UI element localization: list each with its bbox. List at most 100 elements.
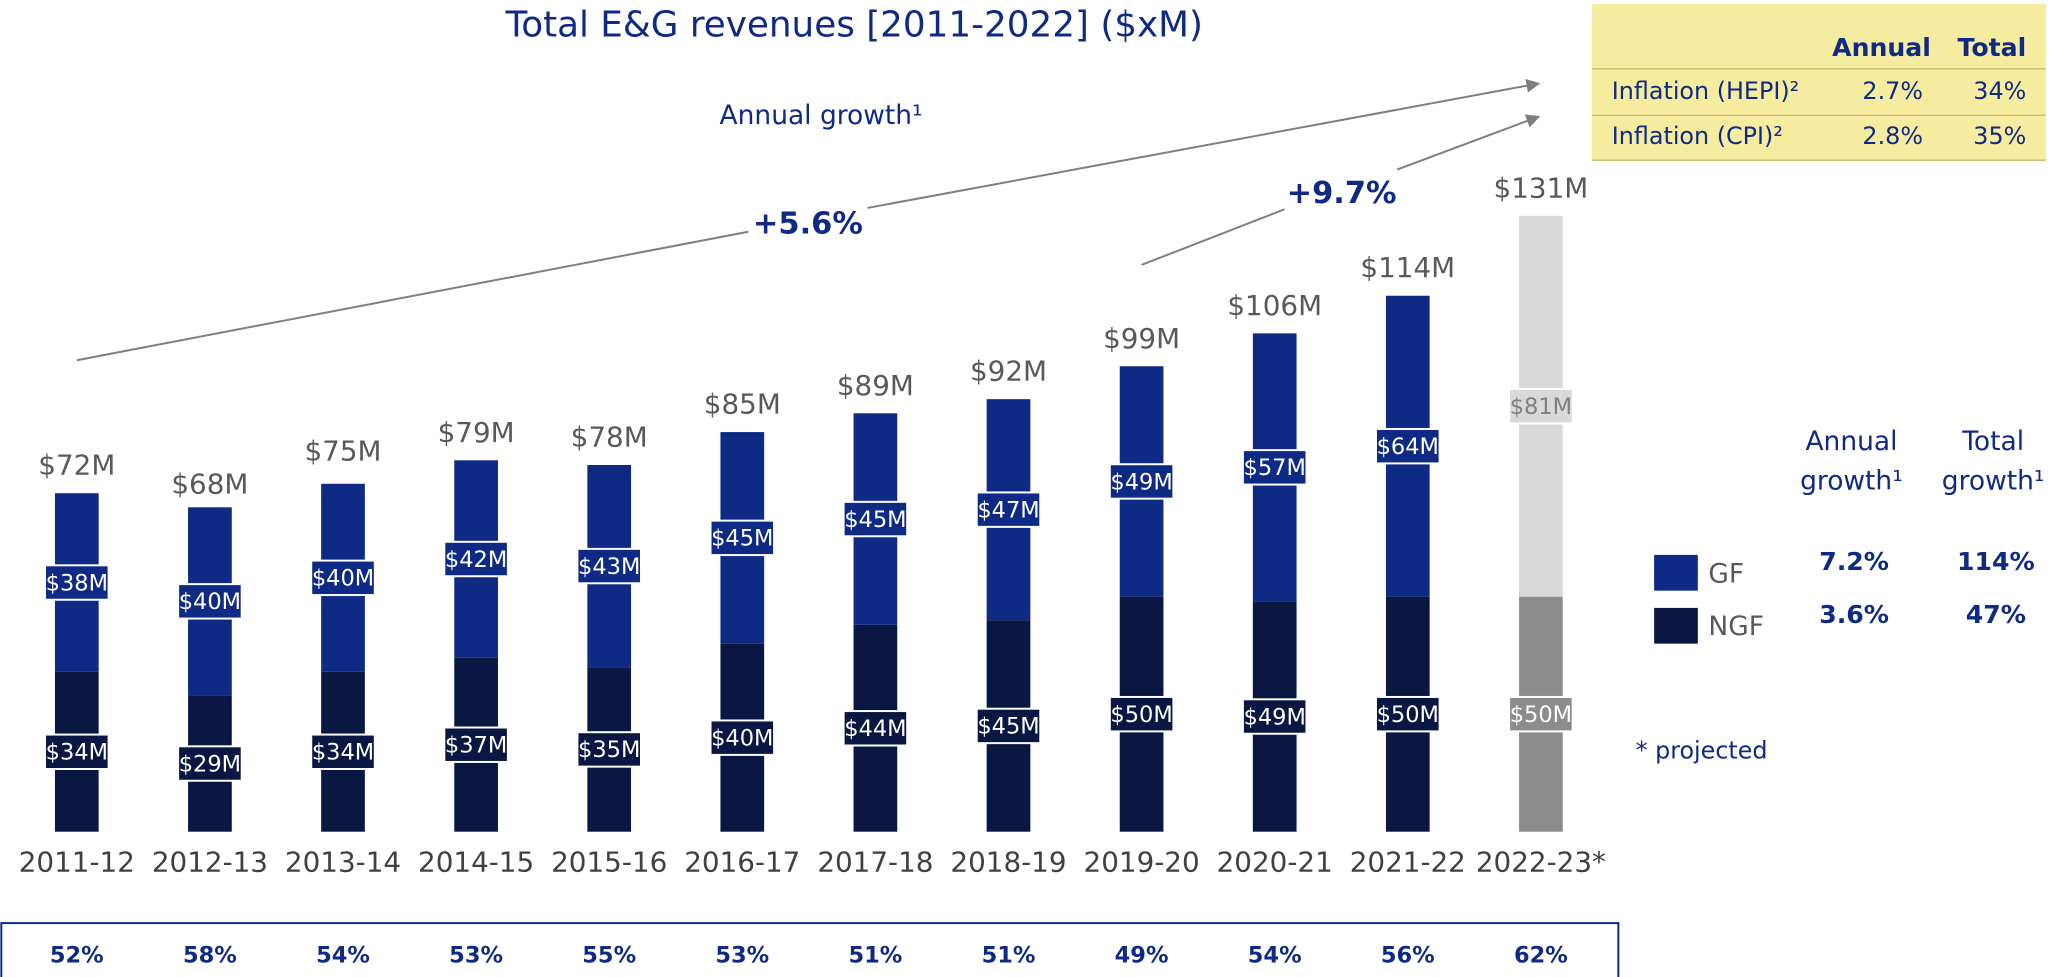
value-label-bg	[709, 519, 776, 557]
legend-swatch	[1654, 554, 1698, 591]
x-tick-label: 2011-12	[19, 845, 135, 878]
value-label-bg	[975, 491, 1042, 528]
value-label: $81M	[1510, 394, 1572, 420]
value-label-bg	[1108, 463, 1175, 500]
value-label-bg	[177, 583, 243, 620]
value-label: $47M	[977, 497, 1039, 523]
total-label: $92M	[970, 355, 1047, 388]
legend-value: 7.2%	[1819, 547, 1889, 576]
legend-value: 114%	[1957, 547, 2035, 576]
table-header: Total	[1958, 33, 2027, 62]
x-tick-label: 2014-15	[418, 845, 534, 878]
value-label: $35M	[578, 737, 640, 763]
value-label: $40M	[179, 589, 241, 615]
value-label-bg	[310, 559, 376, 597]
growth-short: +9.7%	[1287, 176, 1397, 211]
table-cell: 35%	[1973, 122, 2026, 150]
chart-title: Total E&G revenues [2011-2022] ($xM)	[504, 4, 1203, 45]
total-label: $106M	[1227, 289, 1322, 322]
x-tick-label: 2020-21	[1217, 845, 1333, 878]
growth-title: Annual growth¹	[720, 100, 923, 131]
value-label-bg	[1375, 695, 1441, 733]
share-label: 55%	[582, 943, 636, 969]
value-label-bg	[576, 547, 642, 585]
value-label-bg	[1241, 698, 1308, 735]
value-label-bg	[1375, 427, 1441, 465]
total-label: $79M	[438, 416, 515, 449]
total-label: $78M	[571, 421, 648, 454]
inflation-table-bg	[1591, 3, 2047, 161]
x-tick-label: 2015-16	[551, 845, 667, 878]
legend-value: 3.6%	[1819, 600, 1889, 629]
legend-header: Annual	[1805, 426, 1897, 457]
table-cell: Inflation (CPI)²	[1612, 122, 1783, 150]
value-label-bg	[1241, 449, 1308, 486]
total-label: $114M	[1360, 251, 1455, 284]
value-label: $38M	[46, 570, 108, 596]
total-label: $68M	[171, 468, 248, 501]
value-label: $45M	[977, 714, 1039, 740]
value-label: $45M	[711, 526, 773, 552]
x-tick-label: 2018-19	[950, 845, 1066, 878]
growth-arrow	[867, 78, 1541, 209]
legend-label: GF	[1708, 558, 1744, 589]
x-tick-label: 2017-18	[817, 845, 933, 878]
value-label-bg	[842, 500, 909, 538]
value-label: $40M	[312, 566, 374, 592]
value-label: $34M	[46, 740, 108, 766]
x-tick-label: 2013-14	[285, 845, 401, 878]
value-label: $50M	[1510, 702, 1572, 728]
legend-label: NGF	[1708, 611, 1764, 642]
share-label: 52%	[50, 943, 104, 969]
growth-long: +5.6%	[753, 207, 863, 242]
x-tick-label: 2016-17	[684, 845, 800, 878]
value-label-bg	[177, 745, 243, 782]
share-label: 62%	[1514, 943, 1568, 969]
total-label: $75M	[304, 435, 381, 468]
share-label: 49%	[1115, 943, 1169, 969]
table-cell: 2.8%	[1862, 122, 1923, 150]
x-tick-label: 2019-20	[1084, 845, 1200, 878]
share-label: 56%	[1381, 943, 1435, 969]
x-tick-label: 2012-13	[152, 845, 268, 878]
value-label: $34M	[312, 740, 374, 766]
total-label: $89M	[837, 369, 914, 402]
table-cell: 2.7%	[1862, 77, 1923, 105]
value-label: $50M	[1377, 702, 1439, 728]
value-label: $49M	[1244, 704, 1306, 730]
share-label: 53%	[449, 943, 503, 969]
legend-header: Total	[1961, 426, 2024, 457]
share-label: 58%	[183, 943, 237, 969]
table-cell: 34%	[1973, 77, 2026, 105]
value-label: $49M	[1110, 469, 1172, 495]
total-label: $99M	[1103, 322, 1180, 355]
legend-swatch	[1654, 607, 1698, 644]
total-label: $85M	[704, 388, 781, 421]
value-label-bg	[1508, 388, 1574, 425]
value-label: $57M	[1244, 455, 1306, 481]
value-label: $40M	[711, 726, 773, 752]
share-label: 51%	[848, 943, 902, 969]
value-label: $29M	[179, 751, 241, 777]
share-label: 54%	[316, 943, 370, 969]
value-label: $44M	[844, 716, 906, 742]
value-label: $37M	[445, 733, 507, 759]
value-label-bg	[1508, 695, 1574, 733]
table-cell: Inflation (HEPI)²	[1612, 77, 1799, 105]
share-label: 53%	[715, 943, 769, 969]
total-label: $72M	[38, 449, 115, 482]
projected-note: * projected	[1636, 737, 1768, 765]
value-label-bg	[310, 733, 376, 770]
share-box	[0, 922, 1620, 977]
x-tick-label: 2022-23*	[1476, 845, 1606, 878]
value-label-bg	[842, 710, 909, 747]
x-tick-label: 2021-22	[1350, 845, 1466, 878]
share-label: 51%	[982, 943, 1036, 969]
value-label-bg	[975, 707, 1042, 745]
value-label: $45M	[844, 507, 906, 533]
share-label: 54%	[1248, 943, 1302, 969]
value-label-bg	[44, 564, 110, 601]
value-label-bg	[1108, 695, 1175, 733]
